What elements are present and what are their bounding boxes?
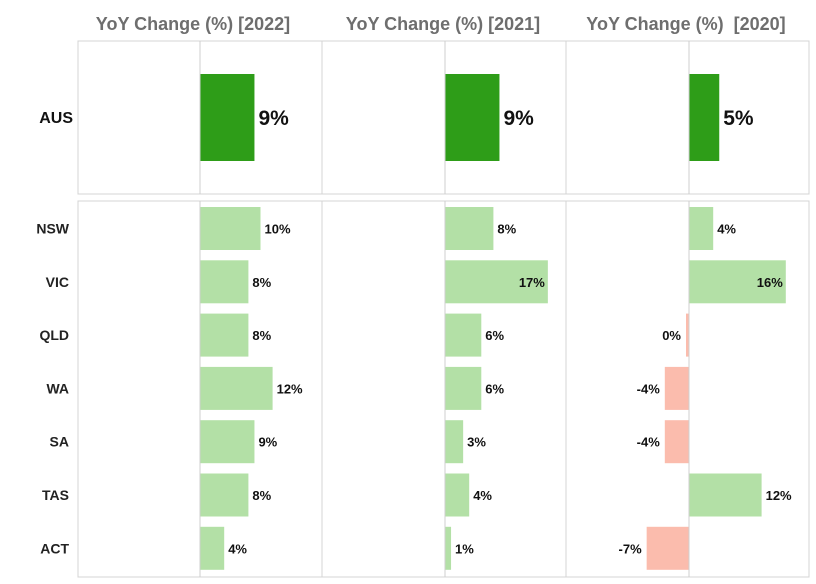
row-label-sa: SA: [50, 434, 69, 450]
total-bar-2021: [445, 74, 500, 161]
states-panel: NSW VIC QLD WA SA TAS ACT 10% 8% 8% 12% 9% 8% 4% 8% 17…: [36, 200, 810, 578]
bar-label-vic-2022: 8%: [252, 275, 271, 290]
bar-label-wa-2020: -4%: [637, 381, 661, 396]
bar-sa-2021: [445, 420, 464, 464]
state-row-labels: NSW VIC QLD WA SA TAS ACT: [36, 221, 69, 557]
total-bar-label-2020: 5%: [723, 107, 754, 130]
total-bars: 9% 9% 5%: [200, 74, 754, 161]
bar-label-wa-2021: 6%: [485, 381, 504, 396]
bar-label-act-2020: -7%: [619, 541, 643, 556]
total-bar-2020: [689, 74, 720, 161]
bar-tas-2020: [689, 473, 762, 517]
bar-vic-2022: [200, 260, 249, 304]
bar-sa-2020: [664, 420, 689, 464]
bar-tas-2021: [445, 473, 470, 517]
column-title-2021: YoY Change (%) [2021]: [346, 14, 540, 34]
bar-nsw-2020: [689, 207, 714, 250]
states-panel-border: [77, 200, 810, 578]
bar-wa-2021: [445, 366, 482, 410]
bar-label-act-2021: 1%: [455, 541, 474, 556]
total-bar-2022: [200, 74, 255, 161]
row-label-wa: WA: [46, 380, 69, 396]
row-label-vic: VIC: [46, 274, 69, 290]
bar-sa-2022: [200, 420, 255, 464]
total-bar-label-2022: 9%: [258, 107, 289, 130]
bar-act-2021: [445, 526, 452, 570]
row-label-nsw: NSW: [36, 221, 69, 237]
bar-label-tas-2021: 4%: [473, 488, 492, 503]
state-bars: 10% 8% 8% 12% 9% 8% 4% 8% 17% 6% 6% 3% 4% 1% 4% 16% 0% -4…: [200, 207, 792, 570]
bar-label-nsw-2021: 8%: [497, 222, 516, 237]
bar-wa-2020: [664, 366, 689, 410]
total-row-label: AUS: [39, 110, 73, 127]
row-label-qld: QLD: [39, 327, 69, 343]
bar-nsw-2022: [200, 207, 261, 250]
column-title-2020: YoY Change (%) [2020]: [586, 14, 785, 34]
bar-vic-2020: [689, 260, 786, 304]
bar-vic-2021: [445, 260, 548, 304]
bar-label-sa-2021: 3%: [467, 435, 486, 450]
bar-label-vic-2020: 16%: [757, 275, 783, 290]
total-bar-label-2021: 9%: [503, 107, 534, 130]
bar-label-nsw-2020: 4%: [717, 222, 736, 237]
bar-nsw-2021: [445, 207, 494, 250]
bar-label-vic-2021: 17%: [519, 275, 545, 290]
bar-tas-2022: [200, 473, 249, 517]
bar-label-qld-2022: 8%: [252, 328, 271, 343]
bar-wa-2022: [200, 366, 273, 410]
row-label-tas: TAS: [42, 487, 69, 503]
bar-label-act-2022: 4%: [228, 541, 247, 556]
bar-qld-2021: [445, 313, 482, 357]
bar-label-sa-2020: -4%: [637, 435, 661, 450]
bar-label-tas-2022: 8%: [252, 488, 271, 503]
bar-label-nsw-2022: 10%: [265, 222, 291, 237]
total-panel-border: [77, 40, 810, 195]
row-label-act: ACT: [40, 540, 69, 556]
bar-qld-2022: [200, 313, 249, 357]
bar-qld-2020: [686, 313, 689, 357]
total-panel: AUS 9% 9% 5%: [39, 40, 810, 195]
bar-label-tas-2020: 12%: [766, 488, 792, 503]
bar-label-qld-2020: 0%: [662, 328, 681, 343]
bar-label-qld-2021: 6%: [485, 328, 504, 343]
bar-label-sa-2022: 9%: [258, 435, 277, 450]
bar-act-2022: [200, 526, 225, 570]
column-title-2022: YoY Change (%) [2022]: [96, 14, 290, 34]
bar-label-wa-2022: 12%: [277, 381, 303, 396]
bar-act-2020: [646, 526, 689, 570]
